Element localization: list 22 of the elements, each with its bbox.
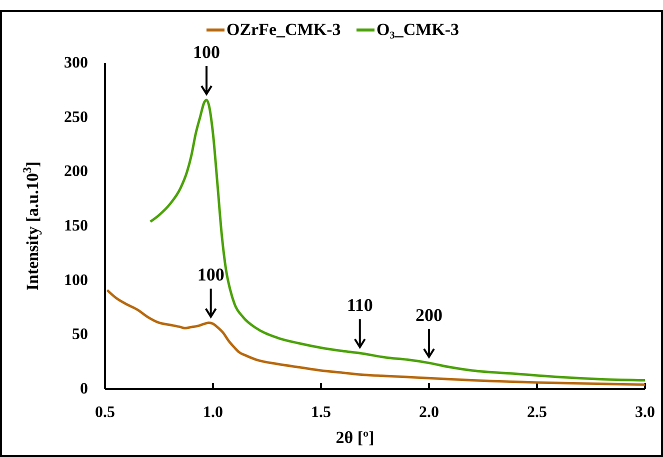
y-tick-label: 200 <box>64 163 88 180</box>
annotation: 200 <box>416 304 442 325</box>
x-tick-label: 2.0 <box>419 404 439 421</box>
y-tick-label: 250 <box>64 108 88 126</box>
y-tick-label: 300 <box>64 54 88 72</box>
x-axis-title: 2θ [º] <box>336 428 374 447</box>
x-tick-label: 3.0 <box>635 404 655 421</box>
y-tick-label: 50 <box>72 326 88 344</box>
legend-label: OZrFe_CMK-3 <box>226 20 341 39</box>
legend-label: O₃_CMK-3 <box>376 20 460 39</box>
line-series <box>149 98 646 382</box>
annotation: 100 <box>193 42 220 62</box>
annotation: 110 <box>346 295 373 316</box>
x-tick-label: 1.0 <box>203 404 223 421</box>
y-tick-label: 100 <box>64 272 88 289</box>
y-tick-label: 150 <box>64 218 88 234</box>
y-tick-label: 0 <box>80 380 88 398</box>
line-series <box>106 288 646 386</box>
x-tick-label: 0.5 <box>95 404 115 421</box>
x-tick-label: 1.5 <box>311 404 331 421</box>
x-tick-label: 2.5 <box>527 404 547 421</box>
annotation: 100 <box>197 264 224 285</box>
